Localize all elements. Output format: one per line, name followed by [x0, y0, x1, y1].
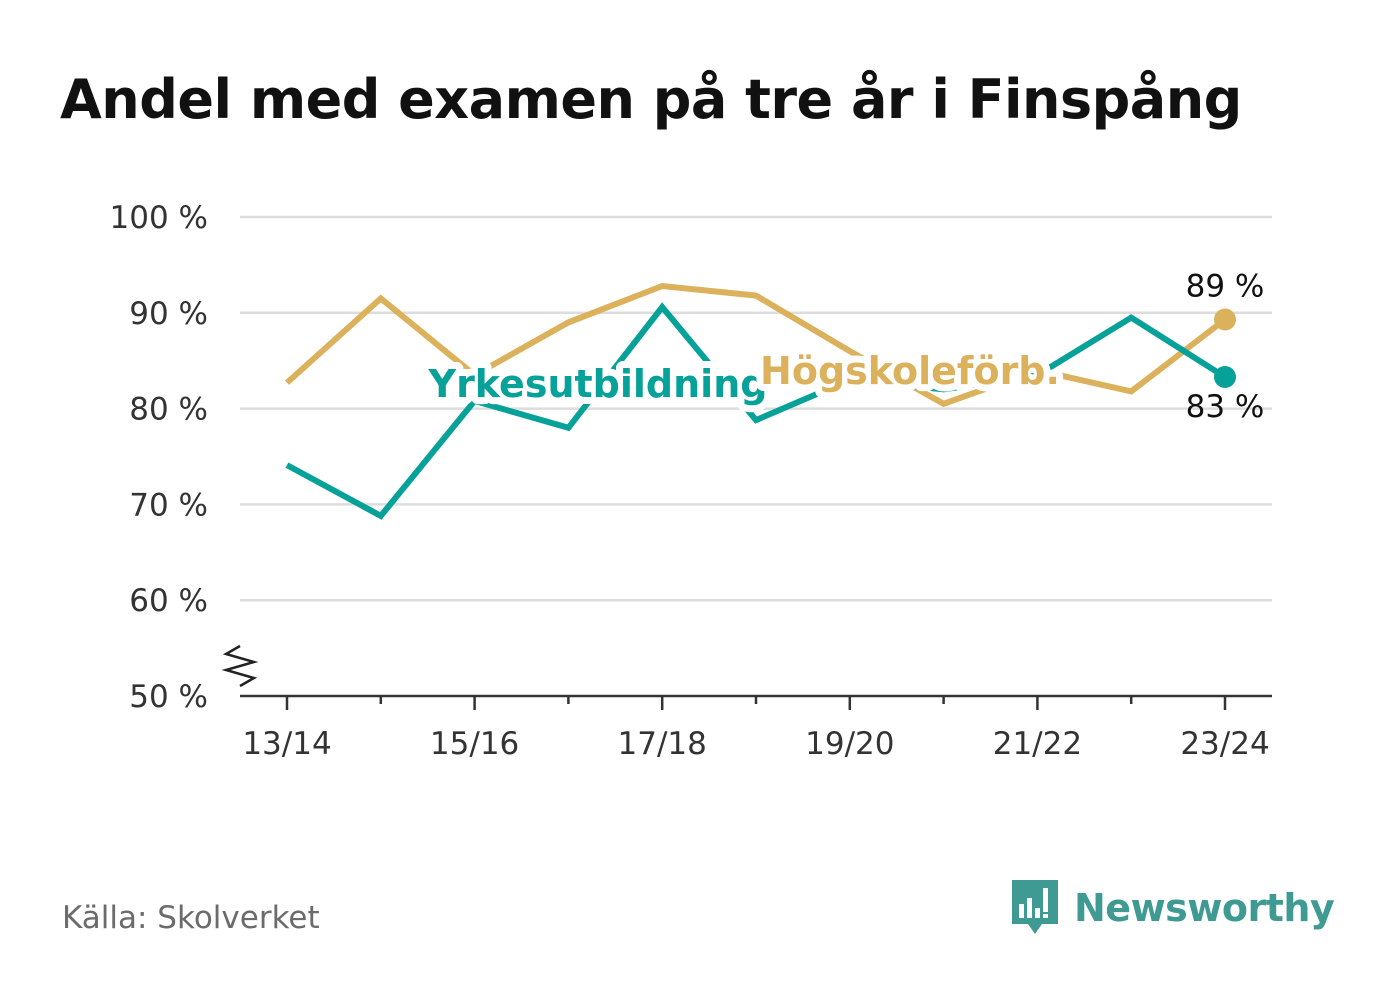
series-end-point-0 — [1214, 308, 1236, 331]
bar-chart-speech-bubble-icon — [1012, 880, 1058, 934]
x-tick-label: 15/16 — [430, 726, 519, 762]
axes: 50 % 60 % 70 % 80 % 90 % 100 % 13/14 15/16 17/18… — [110, 200, 1272, 762]
y-tick-label: 100 % — [110, 200, 208, 236]
series-line-0 — [284, 282, 1227, 408]
y-tick-label: 70 % — [129, 487, 208, 523]
series-lines — [284, 282, 1236, 520]
series-end-point-1 — [1214, 365, 1236, 388]
axis-break-icon — [221, 644, 259, 688]
logo-text: Newsworthy — [1074, 886, 1335, 930]
series-label: Yrkesutbildning — [428, 362, 768, 406]
x-tick-label: 21/22 — [993, 726, 1082, 762]
x-tick-label: 23/24 — [1180, 726, 1269, 762]
chart-title: Andel med examen på tre år i Finspång — [60, 68, 1242, 131]
y-tick-label: 60 % — [129, 583, 208, 619]
newsworthy-logo: Newsworthy — [1010, 878, 1335, 938]
y-tick-label: 80 % — [129, 392, 208, 428]
x-tick-label: 17/18 — [618, 726, 707, 762]
series-line-1 — [285, 302, 1227, 520]
series-label: Högskoleförb. — [760, 349, 1060, 393]
grid-lines — [240, 215, 1272, 602]
end-value-label: 83 % — [1186, 389, 1265, 425]
end-value-label: 89 % — [1186, 269, 1265, 305]
y-tick-label: 50 % — [129, 679, 208, 715]
source-note: Källa: Skolverket — [62, 900, 320, 936]
x-tick-label: 19/20 — [805, 726, 894, 762]
x-tick-label: 13/14 — [242, 726, 331, 762]
y-tick-label: 90 % — [129, 296, 208, 332]
